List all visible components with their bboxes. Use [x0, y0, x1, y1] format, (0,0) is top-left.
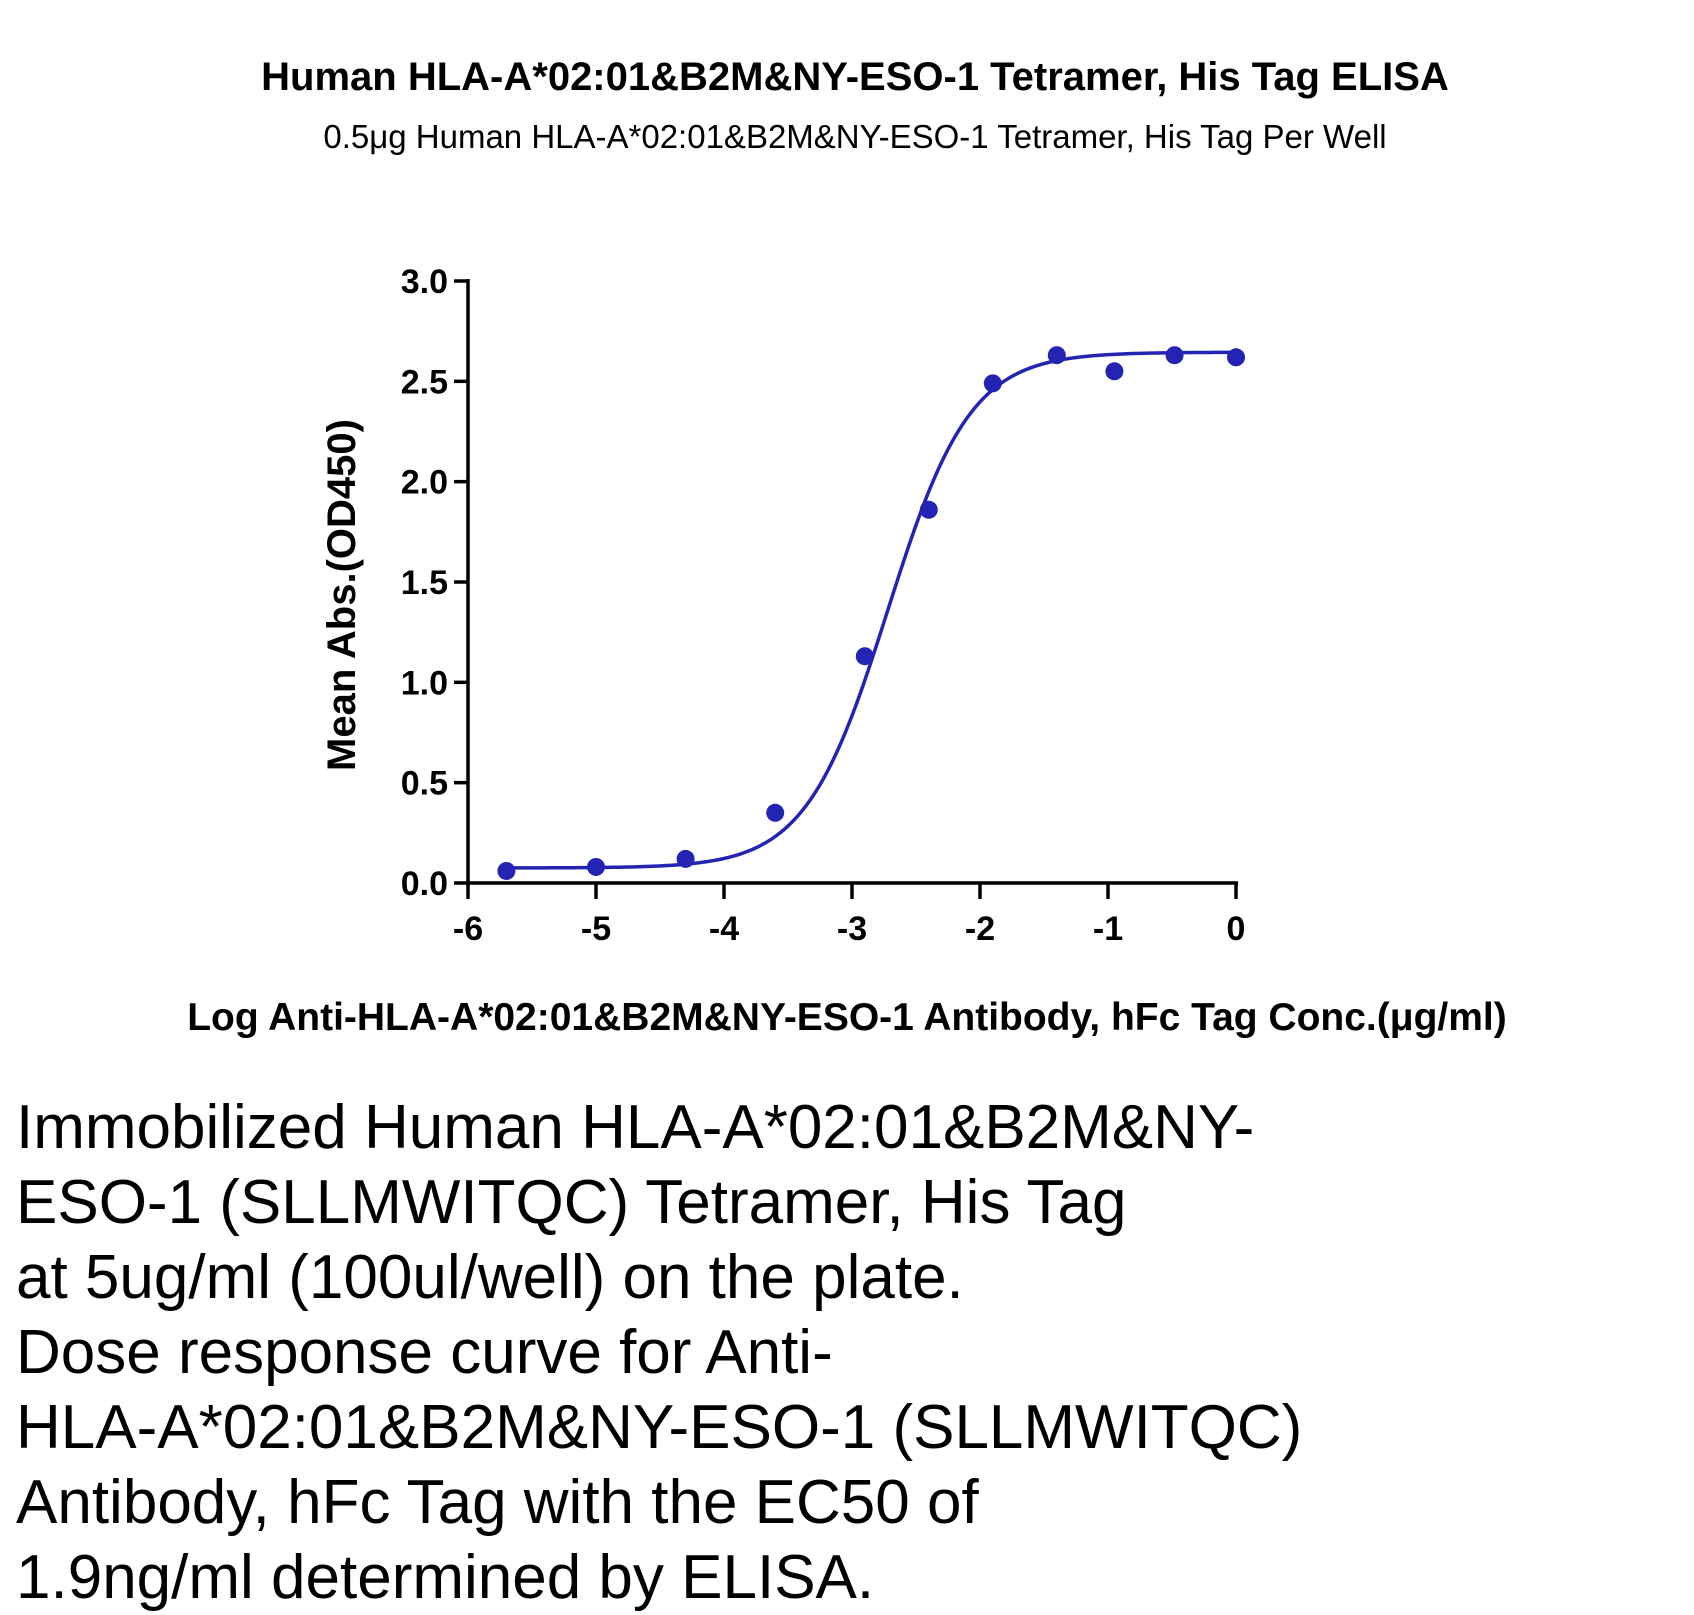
caption-line: Antibody, hFc Tag with the EC50 of [16, 1468, 979, 1537]
data-point [983, 374, 1002, 393]
y-tick-label: 1.0 [401, 664, 448, 702]
chart-ticks: 0.0 0.5 1.0 1.5 2.0 2.5 3.0 -6 -5 -4 -3 -2 -1 0 [401, 263, 1246, 948]
caption-line: at 5ug/ml (100ul/well) on the plate. [16, 1243, 964, 1312]
data-point [1165, 346, 1184, 365]
x-tick-label: -4 [709, 910, 739, 948]
data-point [766, 803, 785, 822]
y-tick-label: 1.5 [401, 564, 448, 602]
y-tick-label: 0.5 [401, 765, 448, 803]
fit-curve-line [506, 350, 1237, 870]
caption-line: 1.9ng/ml determined by ELISA. [16, 1543, 875, 1612]
y-tick-label: 0.0 [401, 865, 448, 903]
data-point [676, 849, 695, 868]
caption-text: Immobilized Human HLA-A*02:01&B2M&NY- ES… [16, 1090, 1676, 1615]
x-tick-label: 0 [1227, 910, 1246, 948]
caption-line: Immobilized Human HLA-A*02:01&B2M&NY- [16, 1093, 1255, 1162]
x-axis-label: Log Anti-HLA-A*02:01&B2M&NY-ESO-1 Antibo… [187, 996, 1507, 1039]
y-tick-label: 2.5 [401, 363, 448, 401]
data-point [919, 500, 938, 519]
y-tick-label: 3.0 [401, 263, 448, 301]
data-point [855, 647, 874, 666]
x-tick-label: -3 [837, 910, 867, 948]
y-tick-label: 2.0 [401, 464, 448, 502]
data-point [1047, 346, 1066, 365]
x-tick-label: -6 [453, 910, 483, 948]
data-point [587, 857, 605, 876]
caption-line: ESO-1 (SLLMWITQC) Tetramer, His Tag [16, 1168, 1127, 1237]
chart-subtitle: 0.5μg Human HLA-A*02:01&B2M&NY-ESO-1 Tet… [323, 118, 1387, 155]
caption-line: Dose response curve for Anti- [16, 1318, 833, 1387]
x-tick-label: -2 [965, 910, 995, 948]
data-points-group [497, 346, 1245, 880]
y-axis-label: Mean Abs.(OD450) [320, 419, 364, 771]
chart-title: Human HLA-A*02:01&B2M&NY-ESO-1 Tetramer,… [261, 55, 1449, 99]
elisa-chart: 0.0 0.5 1.0 1.5 2.0 2.5 3.0 -6 -5 -4 -3 -2 -1 0 Mean … [187, 263, 1507, 1039]
data-point [497, 861, 516, 880]
caption-line: HLA-A*02:01&B2M&NY-ESO-1 (SLLMWITQC) [16, 1393, 1303, 1462]
data-point [1105, 362, 1124, 381]
data-point [1227, 348, 1245, 367]
x-tick-label: -1 [1093, 910, 1123, 948]
fit-curve-group [506, 350, 1237, 870]
x-tick-label: -5 [581, 910, 611, 948]
